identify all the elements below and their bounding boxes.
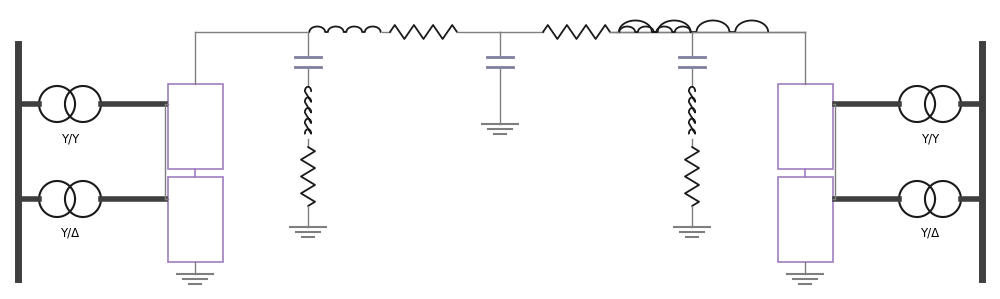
Text: Y/Y: Y/Y — [921, 132, 939, 145]
Bar — [168, 84, 222, 169]
Bar — [168, 177, 222, 262]
Text: Y/Δ: Y/Δ — [920, 227, 940, 240]
Text: Y/Δ: Y/Δ — [60, 227, 80, 240]
Text: Y/Y: Y/Y — [61, 132, 79, 145]
Bar — [778, 84, 832, 169]
Bar — [778, 177, 832, 262]
